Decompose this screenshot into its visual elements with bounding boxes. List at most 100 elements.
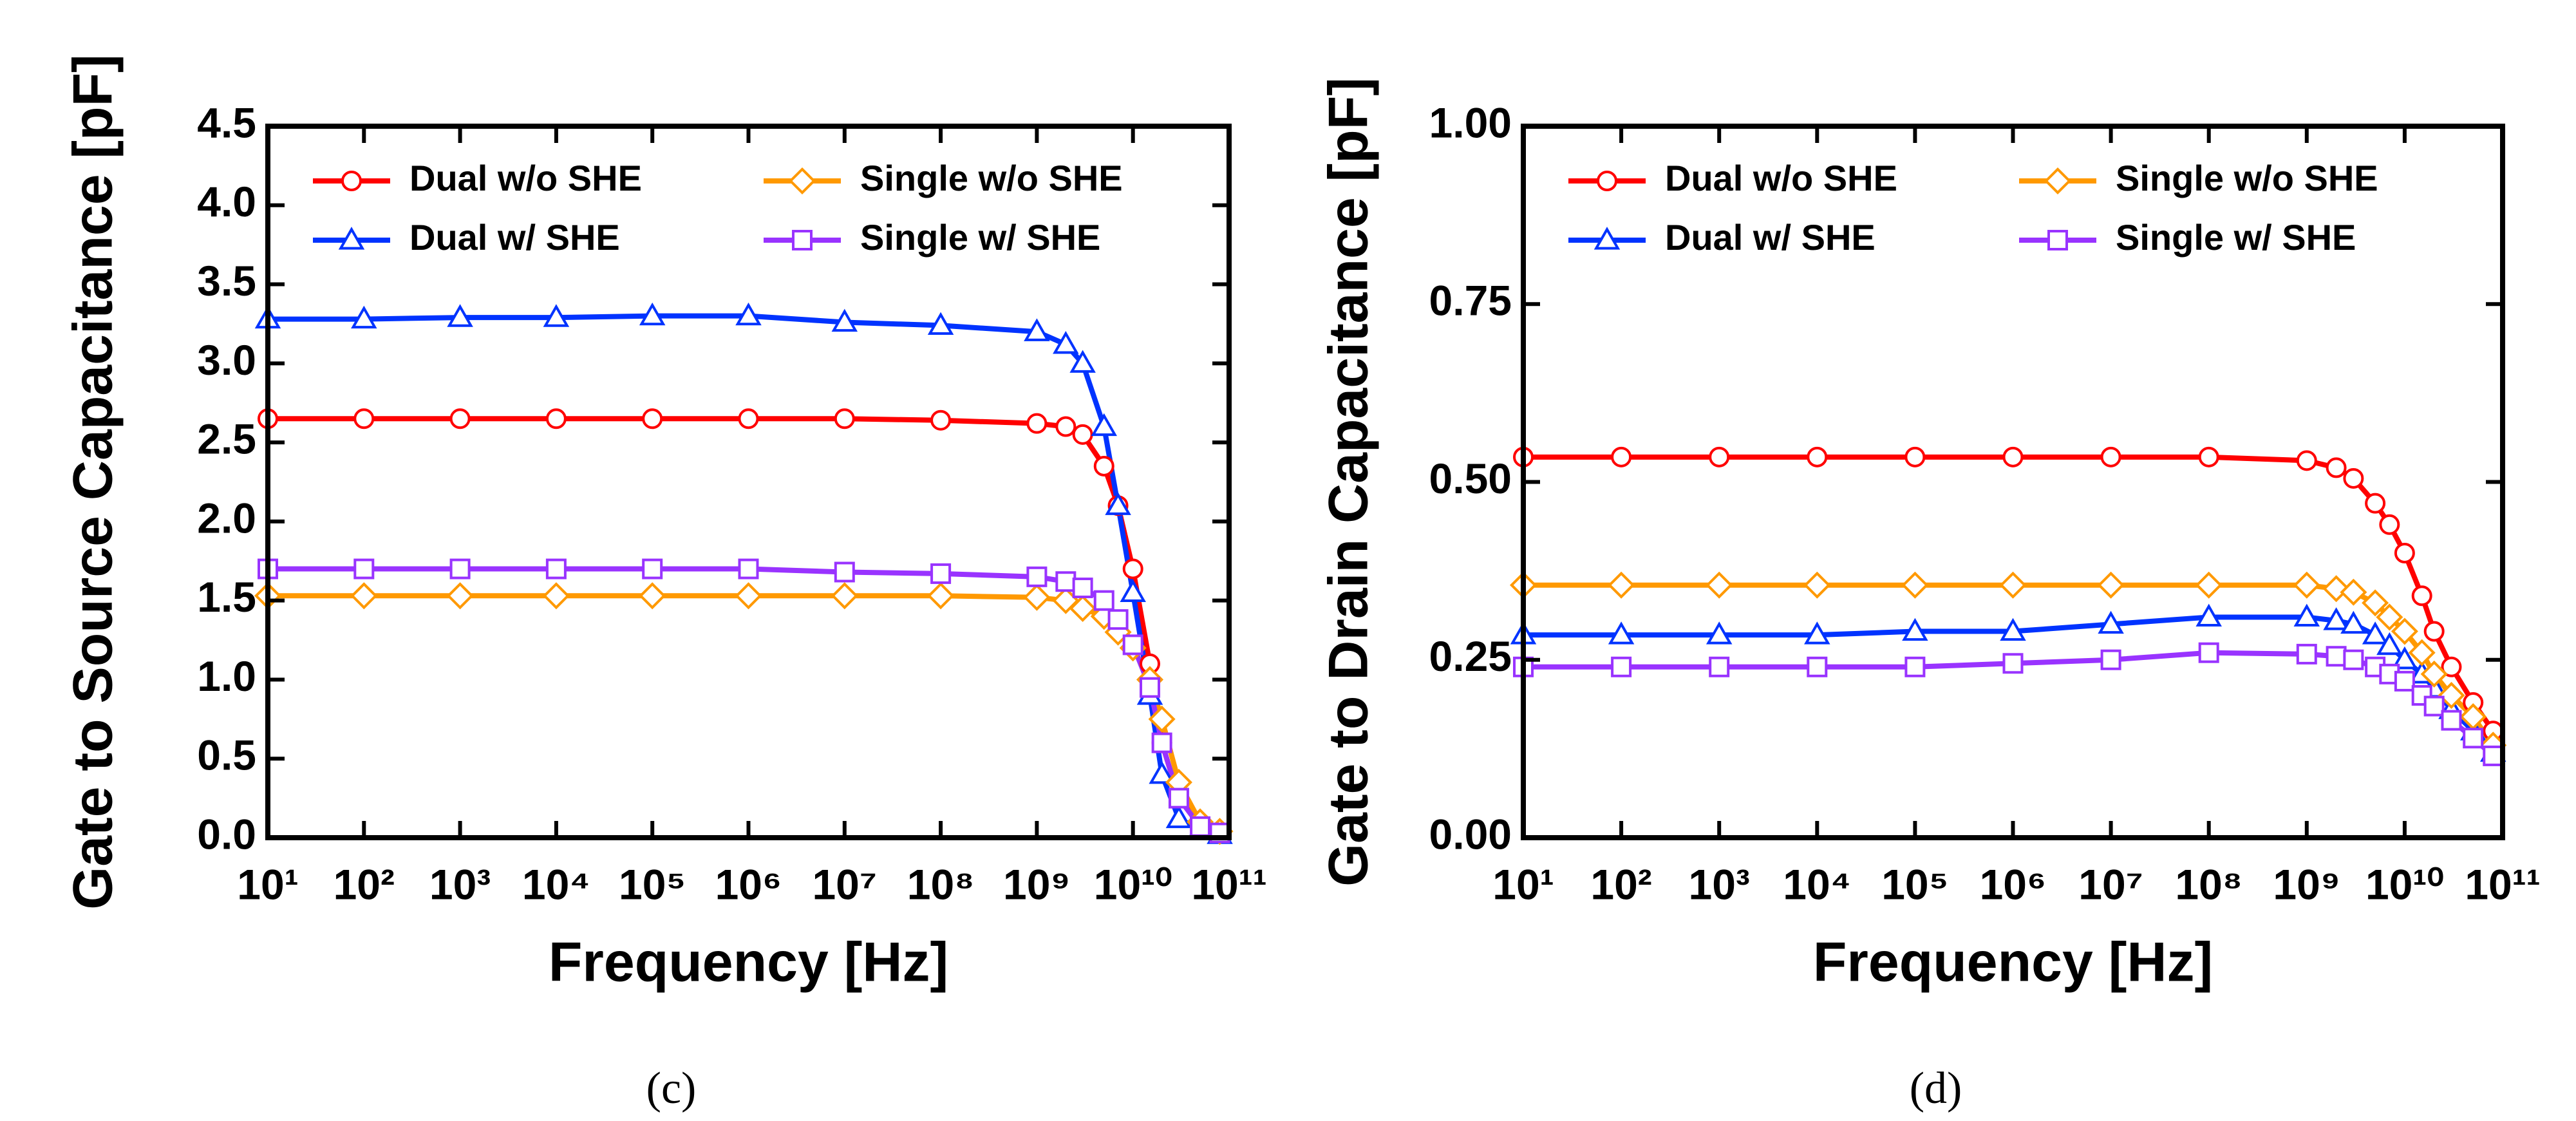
marker [1023, 583, 1051, 611]
marker [831, 582, 858, 610]
caption: (d) [1910, 1064, 1962, 1113]
marker [1901, 571, 1929, 599]
marker [1611, 446, 1632, 467]
x-tick-label: 10⁴ [522, 860, 590, 908]
marker [2362, 589, 2389, 617]
marker [1706, 571, 1733, 599]
marker [2097, 571, 2125, 599]
marker [930, 410, 952, 431]
marker [2002, 653, 2024, 674]
marker [1803, 571, 1831, 599]
x-tick-label: 10¹¹ [1191, 860, 1266, 908]
marker [2376, 603, 2403, 631]
y-tick-label: 1.00 [1429, 99, 1512, 146]
x-tick-label: 10⁷ [2078, 860, 2143, 908]
marker [1122, 558, 1143, 579]
marker [2198, 642, 2219, 663]
marker [2296, 643, 2317, 664]
legend-label: Single w/o SHE [2116, 158, 2378, 198]
marker [1706, 621, 1733, 645]
x-tick-label: 10¹ [237, 860, 298, 908]
x-tick-label: 10⁸ [2175, 860, 2242, 908]
marker [2323, 607, 2349, 630]
marker [788, 167, 816, 195]
marker [1107, 609, 1129, 630]
x-tick-label: 10⁵ [619, 860, 686, 908]
marker [1709, 656, 1730, 677]
marker [351, 305, 377, 329]
marker [792, 230, 813, 250]
marker [1148, 705, 1176, 733]
marker [639, 302, 666, 326]
marker [2441, 656, 2462, 677]
y-tick-label: 0.50 [1429, 455, 1512, 502]
marker [2343, 649, 2364, 670]
y-tick-label: 3.0 [197, 336, 256, 384]
marker [1597, 171, 1617, 191]
marker [2483, 745, 2504, 766]
marker [1709, 446, 1730, 467]
x-tick-label: 10⁶ [715, 860, 782, 908]
marker [738, 408, 759, 429]
marker [2296, 450, 2317, 471]
marker [1594, 227, 1621, 250]
marker [2047, 230, 2068, 250]
x-tick-label: 10¹¹ [2465, 860, 2540, 908]
marker [2365, 493, 2386, 514]
y-axis-label: Gate to Drain Capacitance [pF] [1318, 77, 1380, 887]
subplot: 10¹ 10² 10³ 10⁴ 10⁵ 10⁶ 10⁷ 10⁸ 10⁹ 10¹⁰ 10¹¹ 0.0 0.… [62, 54, 1267, 1113]
marker [2343, 467, 2364, 489]
marker [1055, 571, 1076, 592]
plot-frame [1521, 124, 2505, 840]
y-tick-label: 0.5 [197, 731, 256, 779]
marker [1611, 656, 1632, 677]
y-tick-label: 1.0 [197, 652, 256, 700]
x-tick-label: 10¹⁰ [2365, 860, 2444, 908]
y-tick-label: 3.5 [197, 257, 256, 305]
subplot: 10¹ 10² 10³ 10⁴ 10⁵ 10⁶ 10⁷ 10⁸ 10⁹ 10¹⁰ 10¹¹ 0.00 0… [1318, 77, 2541, 1113]
marker [927, 312, 954, 335]
y-tick-label: 0.00 [1429, 810, 1512, 858]
marker [449, 408, 471, 429]
marker [2420, 660, 2448, 688]
marker [1072, 578, 1093, 599]
marker [2411, 585, 2432, 607]
marker [543, 304, 570, 327]
marker [2293, 571, 2320, 599]
x-tick-label: 10⁹ [1003, 860, 1071, 908]
marker [1069, 350, 1096, 373]
caption: (c) [646, 1064, 697, 1113]
y-tick-label: 4.0 [197, 178, 256, 225]
marker [2326, 457, 2347, 478]
marker [1093, 590, 1114, 611]
marker [930, 563, 952, 584]
marker [2441, 710, 2462, 731]
marker [1093, 455, 1114, 476]
marker [2391, 646, 2418, 670]
marker [1024, 318, 1050, 341]
marker [2362, 621, 2389, 645]
marker [2379, 514, 2400, 535]
marker [1120, 579, 1146, 602]
marker [2423, 621, 2445, 642]
marker [2438, 681, 2465, 710]
marker [1105, 492, 1131, 515]
marker [338, 227, 365, 250]
marker [1091, 413, 1118, 437]
marker [642, 558, 663, 579]
marker [2394, 670, 2415, 692]
marker [2394, 543, 2415, 563]
marker [1807, 446, 1828, 467]
marker [642, 408, 663, 429]
marker [1053, 331, 1079, 354]
marker [1149, 760, 1175, 784]
marker [1151, 732, 1172, 753]
x-tick-label: 10⁴ [1783, 860, 1851, 908]
marker [1122, 634, 1143, 655]
marker [2408, 639, 2436, 666]
legend-label: Single w/ SHE [2116, 217, 2356, 258]
marker [2391, 617, 2418, 645]
legend-label: Dual w/o SHE [1665, 158, 1897, 198]
x-tick-label: 10² [334, 860, 395, 908]
